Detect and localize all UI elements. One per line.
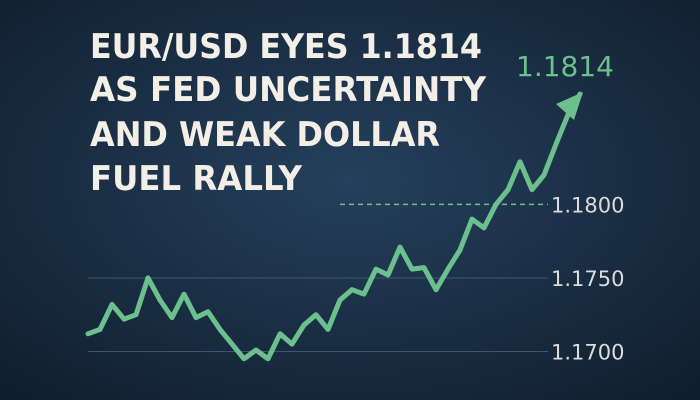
y-tick-label: 1.1750: [551, 267, 624, 291]
y-tick-label: 1.1700: [551, 340, 624, 364]
y-tick-label: 1.1800: [551, 193, 624, 217]
line: [85, 91, 583, 362]
chart-title: FUEL RALLY: [90, 159, 302, 199]
chart-title: AS FED UNCERTAINTY: [90, 70, 486, 110]
chart-title: EUR/USD EYES 1.1814: [90, 27, 482, 67]
annotation: 1.1814: [516, 50, 614, 83]
arrow-head: [556, 92, 583, 120]
chart-title: AND WEAK DOLLAR: [90, 115, 440, 155]
